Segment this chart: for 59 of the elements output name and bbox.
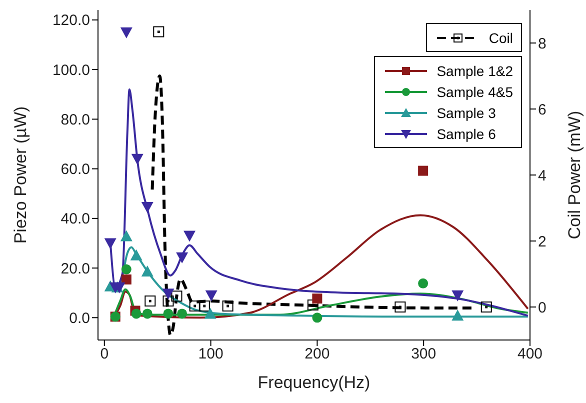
y2-tick-label: 0 <box>538 299 546 316</box>
point <box>163 308 174 319</box>
point <box>452 290 464 302</box>
point <box>144 296 156 307</box>
point <box>131 154 144 165</box>
legend-label: Sample 3 <box>436 104 496 120</box>
point <box>104 238 116 250</box>
point <box>141 202 154 214</box>
point <box>171 290 182 302</box>
x-tick-label: 300 <box>411 346 436 363</box>
y-tick-label: 40.0 <box>60 210 90 228</box>
legend-label: Sample 4&5 <box>436 84 513 100</box>
y2-tick-label: 2 <box>538 233 546 250</box>
x-axis-title: Frequency(Hz) <box>258 373 370 392</box>
point <box>205 290 218 302</box>
y2-tick-label: 4 <box>538 167 546 184</box>
point <box>418 166 428 176</box>
y2-axis-title: Coil Power (mW) <box>565 110 584 240</box>
point <box>120 230 132 242</box>
point <box>142 308 152 319</box>
x-tick-label: 200 <box>304 346 330 363</box>
y-axis-title: Piezo Power (µW) <box>11 106 30 244</box>
point <box>394 302 406 312</box>
point <box>222 300 234 312</box>
point <box>307 300 318 311</box>
y-tick-label: 120.0 <box>52 12 90 30</box>
point <box>189 300 200 312</box>
point <box>176 252 188 264</box>
point <box>162 288 174 300</box>
y-tick-label: 60.0 <box>60 161 90 178</box>
point <box>184 230 196 242</box>
point <box>121 264 132 274</box>
point <box>120 27 132 38</box>
point <box>141 266 154 277</box>
y-tick-label: 20.0 <box>60 260 90 278</box>
point <box>204 308 216 319</box>
point <box>162 296 174 307</box>
point <box>131 308 142 319</box>
legend-label: Sample 6 <box>436 126 496 142</box>
y2-tick-label: 8 <box>538 35 546 52</box>
y-tick-label: 80.0 <box>60 112 90 128</box>
point <box>312 312 322 323</box>
point <box>312 294 322 304</box>
x-tick-label: 0 <box>100 346 109 363</box>
point <box>177 308 188 319</box>
y2-tick-label: 6 <box>538 101 546 118</box>
x-tick-label: 100 <box>198 346 224 363</box>
x-tick-label: 400 <box>517 346 543 363</box>
point <box>121 274 132 284</box>
point <box>418 278 428 288</box>
legend-label: Coil <box>488 30 513 46</box>
legend-label: Sample 1&2 <box>436 62 513 78</box>
point <box>198 300 210 312</box>
y-tick-label: 0.0 <box>69 310 90 327</box>
point <box>452 310 464 321</box>
point <box>480 302 492 312</box>
y-tick-label: 100.0 <box>52 62 90 79</box>
point <box>153 26 164 38</box>
point <box>130 249 142 260</box>
